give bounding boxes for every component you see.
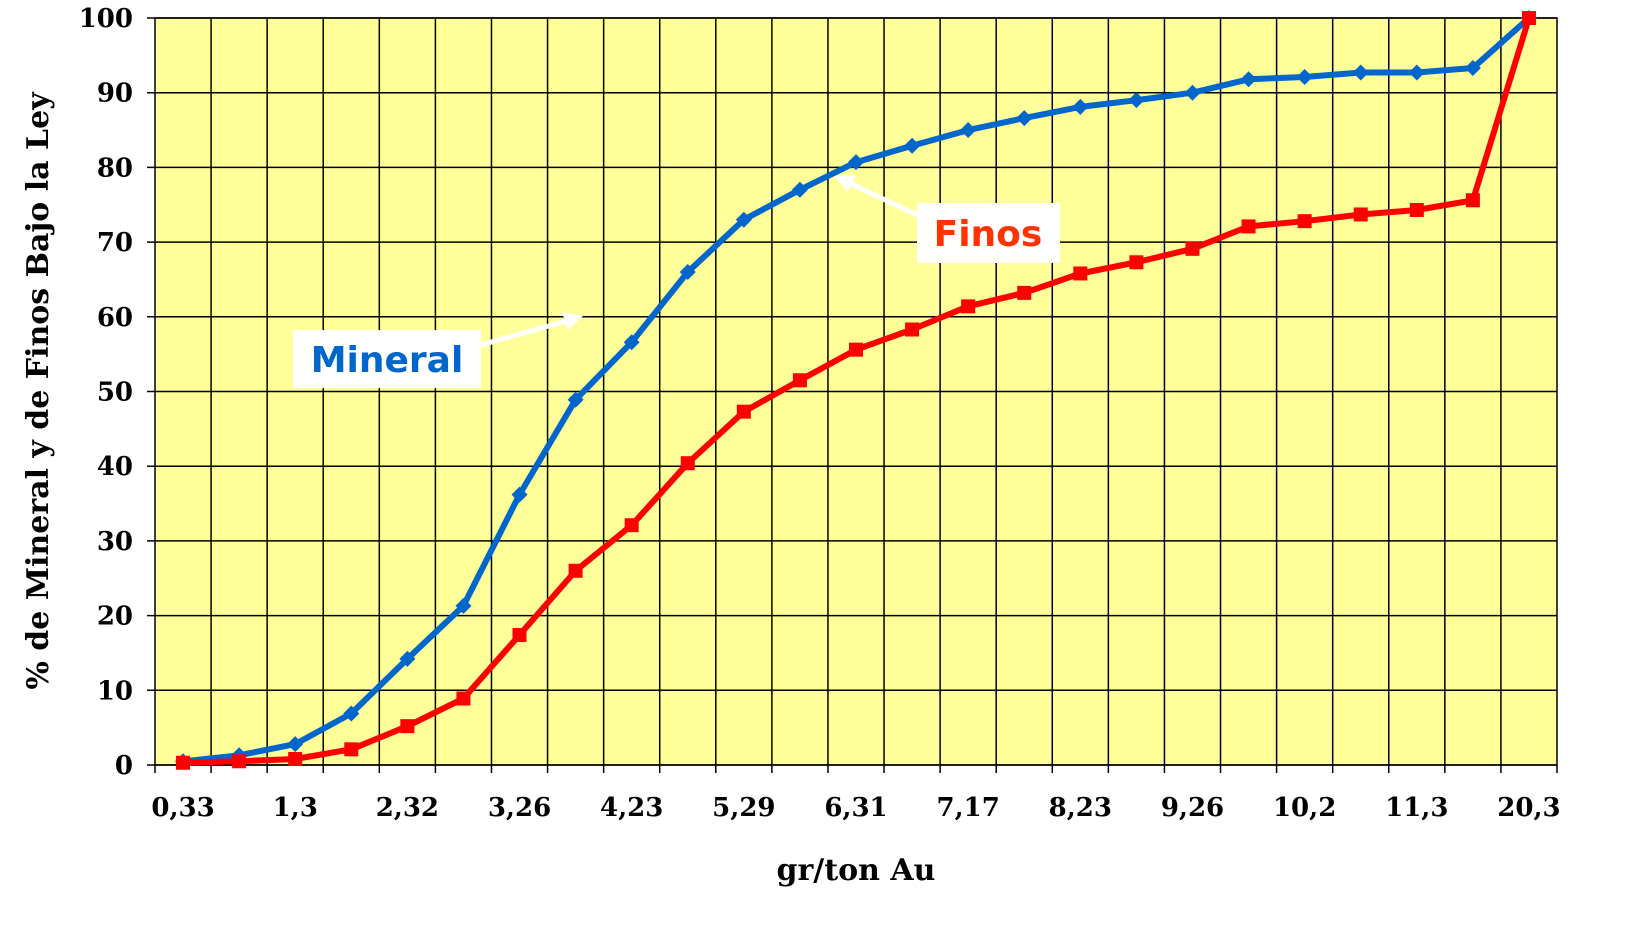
mineral-callout-arrowhead	[562, 312, 583, 330]
mineral-point	[735, 211, 752, 228]
mineral-point	[511, 486, 528, 503]
finos-point	[792, 373, 807, 388]
mineral-point	[960, 122, 977, 139]
x-tick-label: 10,2	[1273, 793, 1336, 823]
x-axis-title: gr/ton Au	[777, 853, 936, 888]
y-tick-label: 20	[97, 602, 133, 632]
finos-point	[1129, 255, 1144, 270]
finos-point	[1353, 207, 1368, 222]
x-tick-label: 7,17	[936, 793, 999, 823]
mineral-point	[1072, 98, 1089, 115]
mineral-callout-box	[293, 330, 481, 388]
finos-point	[568, 563, 583, 578]
mineral-point	[287, 736, 304, 753]
finos-point	[849, 342, 863, 357]
finos-point	[624, 518, 639, 533]
horizontal-gridlines	[147, 17, 1557, 766]
x-tick-label: 11,3	[1385, 793, 1448, 823]
mineral-callout-arrow	[480, 317, 571, 348]
finos-point	[288, 752, 303, 767]
x-axis-ticks: 0,33 1,3 2,32 3,26 4,23 5,29 6,31 7,17 8,23 9,26 1…	[151, 765, 1561, 823]
finos-callout-arrow	[843, 178, 919, 218]
mineral-point	[791, 181, 808, 198]
y-tick-label: 0	[115, 751, 133, 781]
y-tick-label: 40	[97, 452, 133, 482]
y-axis-ticks: 0 10 20 30 40 50 60 70 80 90 100	[79, 4, 133, 781]
mineral-point	[399, 650, 416, 667]
x-tick-label: 20,3	[1497, 793, 1560, 823]
mineral-point	[343, 705, 360, 722]
finos-callout-arrowhead	[834, 175, 856, 192]
mineral-point	[1352, 64, 1369, 81]
finos-point	[344, 742, 359, 757]
x-tick-label: 9,26	[1161, 793, 1224, 823]
x-tick-label: 6,31	[824, 793, 887, 823]
mineral-point	[1464, 60, 1481, 77]
finos-point	[400, 719, 415, 734]
mineral-callout: Mineral	[293, 312, 583, 388]
finos-point	[680, 456, 695, 471]
finos-point	[1073, 266, 1088, 281]
y-tick-label: 70	[97, 228, 133, 258]
y-tick-label: 100	[79, 4, 133, 34]
x-tick-label: 0,33	[151, 793, 214, 823]
finos-callout: Finos	[834, 175, 1060, 263]
series-layer	[175, 10, 1537, 770]
mineral-point	[904, 137, 921, 154]
y-tick-label: 90	[97, 79, 133, 109]
y-tick-label: 10	[97, 676, 133, 706]
x-tick-label: 5,29	[712, 793, 775, 823]
mineral-callout-label: Mineral	[311, 340, 464, 381]
finos-point	[1465, 193, 1480, 208]
mineral-point	[455, 597, 472, 614]
mineral-point	[1296, 69, 1313, 86]
finos-point	[961, 299, 976, 314]
series-mineral	[175, 10, 1537, 770]
y-tick-label: 60	[97, 303, 133, 333]
x-tick-label: 2,32	[376, 793, 439, 823]
finos-point	[512, 628, 527, 643]
mineral-point	[1016, 110, 1033, 127]
finos-callout-label: Finos	[934, 214, 1043, 255]
finos-point	[232, 754, 247, 769]
finos-callout-box	[917, 203, 1060, 263]
mineral-point	[1408, 64, 1425, 81]
mineral-point	[1240, 71, 1257, 88]
finos-point	[176, 755, 191, 770]
finos-point	[905, 322, 920, 337]
y-tick-label: 80	[97, 153, 133, 183]
finos-point	[1185, 241, 1200, 256]
finos-point	[1409, 202, 1424, 217]
finos-point	[1521, 11, 1536, 25]
x-tick-label: 1,3	[273, 793, 318, 823]
mineral-point	[679, 263, 696, 280]
y-tick-label: 50	[97, 378, 133, 408]
series-finos	[176, 11, 1536, 770]
finos-point	[736, 404, 751, 419]
y-axis-title: % de Mineral y de Finos Bajo la Ley	[21, 91, 56, 690]
x-tick-label: 4,23	[600, 793, 663, 823]
x-tick-label: 3,26	[488, 793, 551, 823]
mineral-point	[1184, 84, 1201, 101]
finos-point	[456, 691, 471, 706]
y-tick-label: 30	[97, 527, 133, 557]
mineral-point	[1128, 92, 1145, 109]
mineral-point	[623, 334, 640, 351]
finos-point	[1241, 219, 1256, 234]
mineral-point	[848, 154, 864, 171]
x-tick-label: 8,23	[1049, 793, 1112, 823]
finos-point	[1017, 285, 1032, 300]
finos-point	[1297, 214, 1312, 229]
mineral-point	[567, 391, 584, 408]
